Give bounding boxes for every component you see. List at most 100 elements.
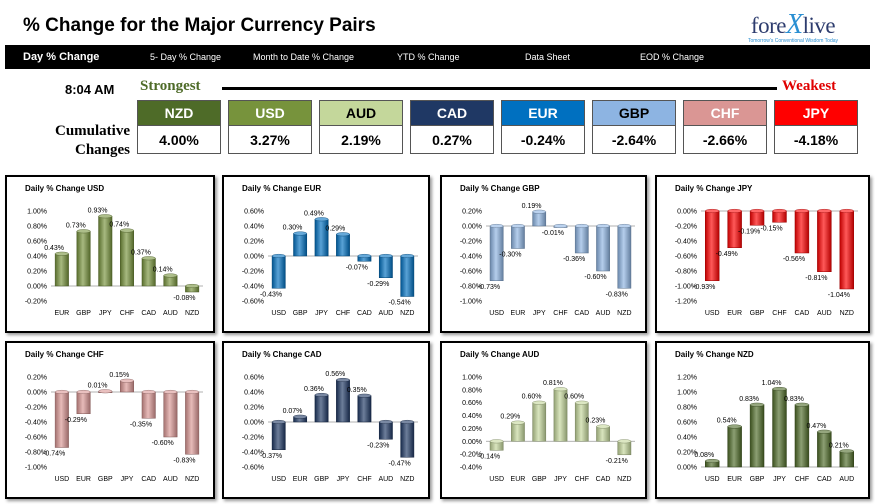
bar-usd (705, 210, 720, 281)
bar-cap (185, 283, 200, 288)
bar-nzd (617, 225, 632, 289)
bar-cap (617, 439, 632, 444)
y-tick-label: 0.80% (677, 405, 697, 412)
bar-cap (141, 390, 156, 395)
chart-panel-chf: Daily % Change CHF 0.20% 0.00% -0.20% -0.40%… (5, 341, 215, 499)
chart-panel-jpy: Daily % Change JPY 0.00% -0.20% -0.40% -0.60… (655, 175, 870, 333)
data-label: 0.35% (347, 387, 367, 394)
bar-aud (378, 255, 393, 278)
bar-cap (705, 209, 720, 214)
y-tick-label: -1.00% (460, 299, 482, 306)
y-tick-label: -0.60% (460, 269, 482, 276)
bar-cap (553, 387, 568, 392)
bar-cap (596, 424, 610, 429)
data-label: 0.54% (717, 418, 737, 425)
nav-bar: Day % Change 5- Day % Change Month to Da… (5, 47, 870, 69)
y-tick-label: 0.60% (27, 239, 47, 246)
x-tick-label: AUD (596, 310, 611, 317)
nav-5-day-change[interactable]: 5- Day % Change (150, 52, 222, 62)
x-tick-label: AUD (378, 310, 393, 317)
chart-title: Daily % Change AUD (460, 350, 539, 359)
x-tick-label: NZD (400, 310, 414, 317)
data-label: -0.60% (584, 274, 606, 281)
chart-title: Daily % Change NZD (675, 350, 754, 359)
x-tick-label: CAD (357, 310, 372, 317)
currency-tile-jpy: JPY -4.18% (774, 100, 858, 154)
x-tick-label: AUD (817, 310, 832, 317)
x-tick-label: EUR (727, 310, 742, 317)
x-tick-label: AUD (163, 310, 178, 317)
chart-title: Daily % Change JPY (675, 184, 753, 193)
data-label: -0.35% (130, 421, 152, 428)
timestamp: 8:04 AM (65, 82, 115, 97)
data-label: 0.08% (694, 452, 714, 459)
logo-text-a: fore (750, 13, 787, 38)
x-tick-label: EUR (293, 476, 308, 483)
data-label: -0.21% (606, 458, 628, 465)
currency-tile-cad: CAD 0.27% (410, 100, 494, 154)
bar-nzd (400, 255, 415, 297)
x-tick-label: EUR (76, 476, 91, 483)
x-tick-label: USD (705, 310, 720, 317)
tile-code: EUR (501, 100, 585, 126)
nav-eod-change[interactable]: EOD % Change (640, 52, 705, 62)
bar-cap (98, 389, 113, 394)
bar-eur (76, 391, 91, 414)
y-tick-label: -0.20% (25, 405, 47, 412)
chart-title: Daily % Change CAD (242, 350, 322, 359)
nav-ytd-change[interactable]: YTD % Change (397, 52, 460, 62)
data-label: 0.19% (522, 203, 542, 210)
data-label: 0.15% (109, 372, 129, 379)
data-label: 0.29% (500, 414, 520, 421)
y-tick-label: 0.00% (27, 390, 47, 397)
data-label: 1.04% (762, 380, 782, 387)
nav-month-to-date-change[interactable]: Month to Date % Change (253, 52, 355, 62)
x-tick-label: CAD (141, 476, 156, 483)
x-tick-label: AUD (839, 476, 854, 483)
y-tick-label: -0.40% (242, 284, 264, 291)
bar-cap (314, 217, 329, 222)
y-tick-label: 0.00% (244, 420, 264, 427)
nav-data-sheet[interactable]: Data Sheet (525, 52, 571, 62)
bar-cap (839, 209, 854, 214)
bar-eur (511, 225, 525, 249)
y-tick-label: 0.00% (462, 439, 482, 446)
data-label: 0.49% (304, 210, 324, 217)
x-tick-label: NZD (400, 476, 414, 483)
bar-cap (749, 402, 765, 407)
y-tick-label: -0.80% (25, 450, 47, 457)
data-label: -0.15% (760, 225, 782, 232)
x-tick-label: NZD (617, 310, 631, 317)
data-label: -0.37% (260, 453, 282, 460)
x-tick-label: USD (271, 476, 286, 483)
y-tick-label: 0.00% (27, 284, 47, 291)
y-tick-label: 0.00% (462, 224, 482, 231)
nav-day-change[interactable]: Day % Change (23, 51, 100, 63)
x-tick-label: AUD (378, 476, 393, 483)
x-tick-label: NZD (185, 476, 199, 483)
chart-svg: Daily % Change JPY 0.00% -0.20% -0.40% -0.60… (675, 184, 858, 317)
bar-cap (76, 229, 91, 234)
bar-nzd (185, 391, 200, 455)
data-label: 0.23% (586, 418, 606, 425)
bar-cap (749, 209, 765, 214)
y-tick-label: -0.60% (675, 254, 697, 261)
data-label: 0.30% (283, 225, 303, 232)
x-tick-label: NZD (185, 310, 199, 317)
data-label: -0.81% (805, 275, 827, 282)
y-tick-label: -1.00% (675, 284, 697, 291)
bar-cap (727, 209, 742, 214)
bar-aud (596, 225, 610, 272)
chart-panel-eur: Daily % Change EUR 0.60% 0.40% 0.20% 0.00% -0… (222, 175, 430, 333)
forexlive-logo[interactable]: foreXlive Tomorrow's Conventional Wisdom… (738, 9, 848, 44)
y-tick-label: -0.60% (25, 435, 47, 442)
y-tick-label: -0.40% (242, 450, 264, 457)
strength-scale-line (222, 87, 777, 90)
data-label: -0.93% (693, 284, 715, 291)
y-tick-label: 0.00% (677, 465, 697, 472)
chart-svg: Daily % Change GBP 0.20% 0.00% -0.20% -0.40%… (460, 184, 635, 317)
data-label: -0.23% (367, 442, 389, 449)
bar-cap (54, 390, 69, 395)
bar-cap (185, 390, 200, 395)
data-label: 0.21% (829, 442, 849, 449)
